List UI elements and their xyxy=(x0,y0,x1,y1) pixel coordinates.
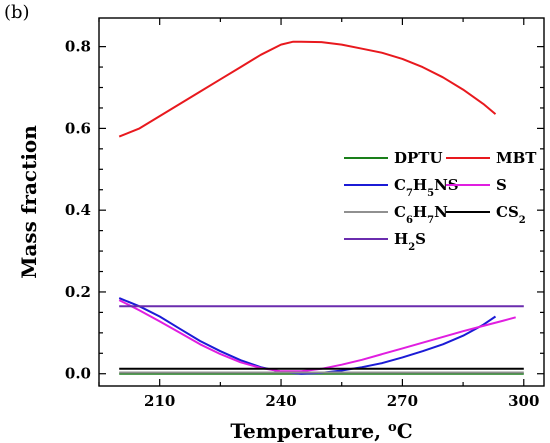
series-line-s xyxy=(118,299,516,373)
y-tick-label: 0.6 xyxy=(65,119,91,137)
x-tick-label: 240 xyxy=(265,392,296,410)
legend-label-h2s: H2S xyxy=(394,230,426,253)
x-tick-label: 270 xyxy=(387,392,418,410)
x-tick-label: 210 xyxy=(144,392,175,410)
x-axis-title: Temperature, oC xyxy=(230,419,412,443)
legend-label-c6h7n: C6H7N xyxy=(394,203,448,226)
plot-border xyxy=(98,17,545,387)
legend-label-mbt: MBT xyxy=(496,149,537,167)
legend-label-dptu: DPTU xyxy=(394,149,443,167)
legend-label-s: S xyxy=(496,176,507,194)
x-axis-title-text: Temperature, xyxy=(230,419,388,443)
x-axis-unit: oC xyxy=(388,419,413,443)
y-tick-label: 0.8 xyxy=(65,38,91,56)
panel-label: (b) xyxy=(4,2,30,23)
x-tick-label: 300 xyxy=(508,392,539,410)
series-line-mbt xyxy=(118,40,497,138)
plot-frame xyxy=(98,17,545,387)
y-axis-title: Mass fraction xyxy=(17,125,41,279)
y-tick-label: 0.2 xyxy=(65,283,91,301)
series-layer xyxy=(118,40,524,375)
series-line-c7h5ns xyxy=(118,297,497,375)
celsius-mark: C xyxy=(397,419,413,443)
y-tick-label: 0.4 xyxy=(65,201,91,219)
axis-ticks: 210 240 270 300 0.0 0.2 0.4 0.6 0.8 xyxy=(65,18,544,410)
degree-mark: o xyxy=(388,420,397,435)
y-tick-label: 0.0 xyxy=(65,365,91,383)
legend-label-c7h5ns: C7H5NS xyxy=(394,176,459,199)
legend-label-cs2: CS2 xyxy=(496,203,526,226)
legend: DPTU MBT C7H5NS S C6H7N CS2 H2S xyxy=(344,149,537,253)
